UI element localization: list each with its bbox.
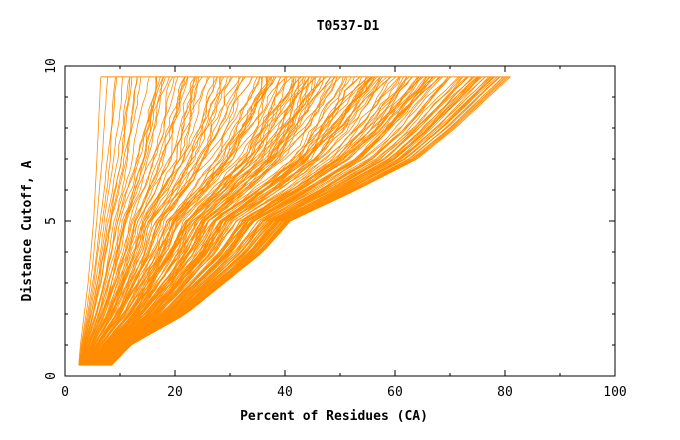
series-line [86, 76, 186, 366]
series-line [80, 76, 123, 366]
y-axis-ticks: 0 5 10 [44, 58, 615, 380]
x-tick-label: 20 [167, 385, 183, 400]
chart-title: T0537-D1 [317, 19, 380, 34]
series-line [86, 76, 197, 366]
x-tick-label: 40 [277, 385, 293, 400]
series-line [89, 76, 234, 366]
series-line [96, 76, 321, 366]
y-tick-label: 10 [44, 58, 59, 74]
x-axis-label: Percent of Residues (CA) [240, 409, 428, 424]
series-line [105, 76, 431, 366]
x-tick-label: 80 [497, 385, 513, 400]
series-line [106, 76, 464, 366]
series-line [108, 76, 478, 366]
series-line [92, 76, 286, 366]
series-line [90, 76, 258, 366]
series-line [99, 76, 344, 366]
series-line [79, 76, 117, 366]
series-line [95, 76, 310, 366]
series-line [85, 76, 185, 366]
series-line [90, 76, 263, 366]
series-line [96, 76, 310, 366]
series-line [100, 76, 376, 366]
series-line [90, 76, 253, 366]
series-line [102, 76, 397, 366]
series-line [91, 76, 287, 366]
series-line [81, 76, 138, 366]
x-tick-label: 0 [61, 385, 69, 400]
series-line [85, 76, 174, 366]
series-line [100, 76, 381, 366]
series-line [79, 76, 109, 366]
series-line [104, 76, 413, 366]
series-line [97, 76, 336, 366]
series-line [80, 76, 133, 366]
y-tick-label: 5 [44, 217, 59, 225]
series-line [105, 76, 422, 366]
x-tick-label: 100 [603, 385, 626, 400]
series-line [85, 76, 188, 366]
series-line [82, 76, 142, 366]
series-line [96, 76, 311, 366]
series-line [107, 76, 463, 366]
series-line [80, 76, 131, 366]
series-line [102, 76, 391, 366]
series-line [78, 76, 102, 366]
series-line [82, 76, 161, 366]
series-line [87, 76, 200, 366]
series-line [94, 76, 302, 366]
series-line [81, 76, 131, 366]
series-line [109, 76, 486, 366]
series-line [111, 76, 511, 366]
series-line [83, 76, 166, 366]
x-axis-ticks: 0 20 40 60 80 100 [61, 66, 627, 400]
series-line [83, 76, 157, 366]
series-line [84, 76, 170, 366]
y-tick-label: 0 [44, 372, 59, 380]
series-line [93, 76, 295, 366]
x-tick-label: 60 [387, 385, 403, 400]
series-line [98, 76, 352, 366]
series-line [86, 76, 208, 366]
series-lines [78, 76, 511, 366]
series-line [83, 76, 164, 366]
series-line [106, 76, 435, 366]
series-line [90, 76, 241, 366]
series-line [94, 76, 293, 366]
series-line [106, 76, 440, 366]
series-line [84, 76, 179, 366]
y-axis-label: Distance Cutoff, A [20, 160, 35, 301]
